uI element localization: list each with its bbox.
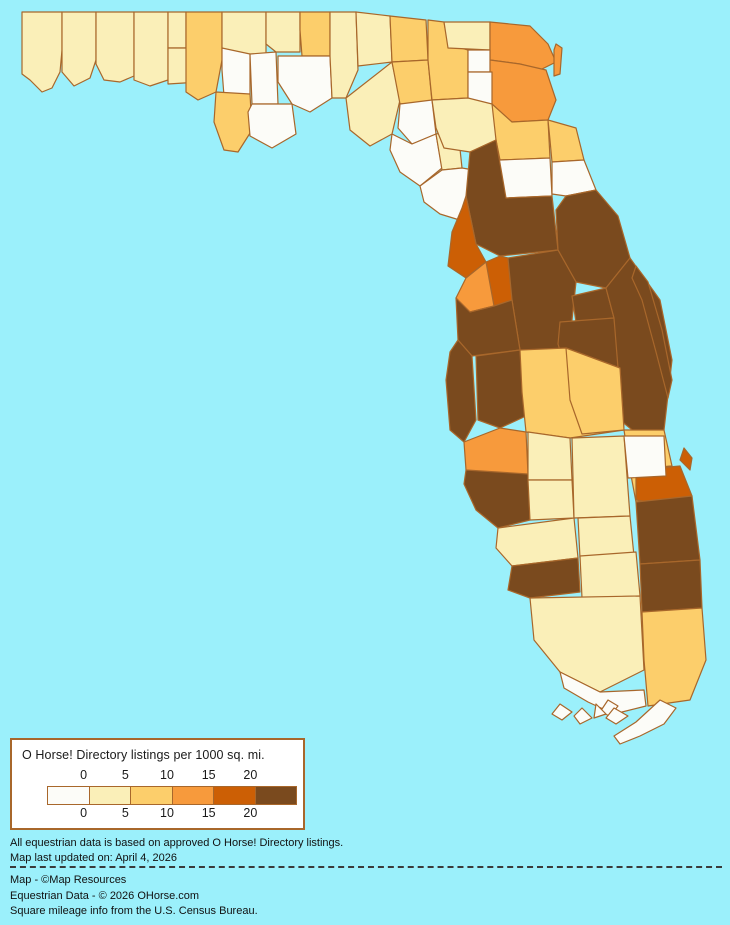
note-line-1: All equestrian data is based on approved… bbox=[10, 837, 344, 849]
data-notes: All equestrian data is based on approved… bbox=[10, 836, 343, 866]
legend-tick-bottom-0: 0 bbox=[80, 806, 88, 820]
county-monroe-keys bbox=[613, 699, 677, 745]
legend-tick-bottom-2: 10 bbox=[160, 806, 174, 820]
county-miami-dade bbox=[641, 607, 707, 707]
legend-swatch-0 bbox=[48, 787, 90, 804]
county-gadsden bbox=[265, 11, 301, 53]
county-broward bbox=[639, 559, 703, 613]
county-liberty bbox=[249, 51, 279, 105]
key-island-3 bbox=[573, 707, 593, 725]
map-legend: O Horse! Directory listings per 1000 sq.… bbox=[10, 738, 305, 830]
note-line-2: Map last updated on: April 4, 2026 bbox=[10, 852, 177, 864]
legend-tick-bottom-3: 15 bbox=[201, 806, 216, 820]
legend-tick-top-4: 20 bbox=[243, 768, 258, 782]
county-santa-rosa bbox=[61, 11, 97, 87]
legend-swatch-5 bbox=[255, 787, 296, 804]
county-hardee bbox=[527, 431, 573, 481]
county-glades bbox=[577, 515, 635, 559]
footer-divider bbox=[10, 866, 722, 868]
county-franklin bbox=[247, 103, 297, 149]
key-island-1 bbox=[605, 707, 629, 725]
credit-line-map: Map - ©Map Resources bbox=[10, 874, 127, 886]
key-island-4 bbox=[593, 703, 607, 719]
county-dixie bbox=[389, 133, 443, 187]
legend-tick-labels-bottom: 0 5 10 15 20 bbox=[42, 806, 292, 822]
county-okeechobee bbox=[623, 435, 667, 479]
county-highlands bbox=[571, 435, 631, 519]
legend-swatch-3 bbox=[172, 787, 214, 804]
county-hendry bbox=[579, 551, 641, 599]
county-calhoun bbox=[221, 47, 251, 97]
key-island-2 bbox=[551, 703, 573, 721]
county-pinellas bbox=[445, 339, 477, 443]
county-gulf bbox=[213, 91, 253, 153]
barrier-island-brevard bbox=[631, 265, 673, 399]
barrier-island-north bbox=[553, 43, 563, 77]
county-baker bbox=[443, 21, 491, 51]
county-union bbox=[467, 49, 491, 73]
legend-tick-top-1: 5 bbox=[121, 768, 129, 782]
county-citrus bbox=[447, 195, 487, 279]
county-palm-beach bbox=[635, 495, 701, 565]
county-jefferson bbox=[329, 11, 359, 99]
legend-swatch-4 bbox=[214, 787, 256, 804]
legend-tick-top-2: 10 bbox=[160, 768, 174, 782]
county-hillsborough bbox=[475, 349, 527, 429]
map-credits: Map - ©Map Resources Equestrian Data - ©… bbox=[10, 873, 258, 920]
legend-swatch-2 bbox=[131, 787, 173, 804]
county-lee bbox=[507, 557, 581, 599]
county-walton bbox=[133, 11, 169, 87]
credit-line-data: Equestrian Data - © 2026 OHorse.com bbox=[10, 889, 200, 902]
county-desoto bbox=[527, 479, 575, 521]
county-hamilton bbox=[389, 15, 429, 63]
legend-tick-top-3: 15 bbox=[201, 768, 216, 782]
legend-tick-labels-top: 0 5 10 15 20 bbox=[42, 768, 292, 784]
legend-title: O Horse! Directory listings per 1000 sq.… bbox=[22, 748, 265, 762]
county-madison bbox=[355, 11, 393, 67]
county-escambia bbox=[21, 11, 63, 93]
legend-tick-bottom-1: 5 bbox=[121, 806, 129, 820]
legend-tick-bottom-4: 20 bbox=[243, 806, 258, 820]
county-leon bbox=[299, 11, 331, 57]
county-monroe-mainland bbox=[559, 671, 647, 715]
barrier-island-stlucie bbox=[679, 447, 693, 471]
legend-color-bar bbox=[47, 786, 297, 805]
legend-tick-top-0: 0 bbox=[80, 768, 88, 782]
county-sarasota bbox=[463, 469, 531, 529]
county-holmes bbox=[167, 11, 187, 49]
county-bay bbox=[185, 11, 223, 101]
county-collier bbox=[529, 595, 645, 693]
legend-swatch-1 bbox=[89, 787, 131, 804]
county-okaloosa bbox=[95, 11, 135, 83]
county-st-johns bbox=[547, 119, 585, 163]
county-osceola bbox=[565, 347, 625, 435]
credit-line-census: Square mileage info from the U.S. Census… bbox=[10, 905, 258, 917]
county-flagler bbox=[551, 159, 597, 197]
